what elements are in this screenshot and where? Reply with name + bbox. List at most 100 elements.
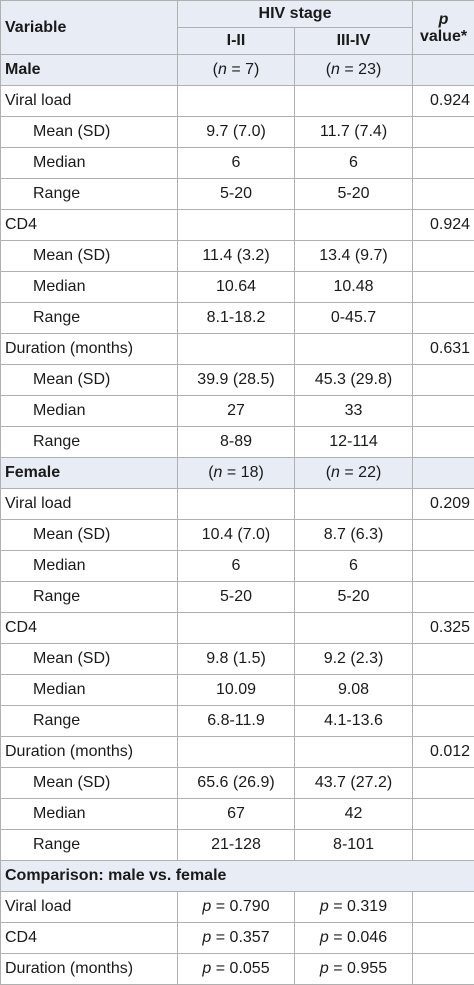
empty-cell [178,737,295,768]
stat-row: Mean (SD)10.4 (7.0)8.7 (6.3) [1,520,474,551]
stage-1-header: I-II [178,28,295,55]
stage-2-value: 12-114 [295,427,413,458]
comparison-p-value: 0.046 [347,929,387,946]
table-header: Variable HIV stage p value* I-II III-IV [1,1,474,55]
comparison-p-value: 0.055 [230,960,270,977]
empty-cell [178,489,295,520]
hiv-stage-header: HIV stage [178,1,413,28]
stage-2-value: 5-20 [295,179,413,210]
variable-label: Viral load [1,489,178,520]
variable-label: Viral load [1,86,178,117]
group-n-stage-1: (n = 18) [178,458,295,489]
stat-row: Mean (SD)65.6 (26.9)43.7 (27.2) [1,768,474,799]
stage-2-value: 4.1-13.6 [295,706,413,737]
p-value-header: p value* [413,1,474,55]
comparison-label: Viral load [1,892,178,923]
stage-2-value: 43.7 (27.2) [295,768,413,799]
empty-cell [413,644,474,675]
group-row: Female(n = 18)(n = 22) [1,458,474,489]
stage-2-value: 13.4 (9.7) [295,241,413,272]
stage-2-value: 8-101 [295,830,413,861]
empty-cell [413,768,474,799]
stat-label: Median [1,148,178,179]
comparison-p-stage-2: p = 0.046 [295,923,413,954]
stage-1-value: 9.7 (7.0) [178,117,295,148]
group-n-stage-1: (n = 7) [178,55,295,86]
stage-2-value: 9.2 (2.3) [295,644,413,675]
stage-2-header: III-IV [295,28,413,55]
empty-cell [413,582,474,613]
empty-cell [413,396,474,427]
stage-1-value: 5-20 [178,179,295,210]
variable-header: Variable [1,1,178,55]
stat-label: Range [1,830,178,861]
empty-cell [413,520,474,551]
p-symbol: p [439,11,449,28]
comparison-p-stage-2: p = 0.319 [295,892,413,923]
stat-label: Mean (SD) [1,117,178,148]
stat-label: Median [1,551,178,582]
comparison-label: Duration (months) [1,954,178,985]
stat-label: Mean (SD) [1,241,178,272]
stage-2-value: 10.48 [295,272,413,303]
empty-cell [413,458,474,489]
stage-2-value: 42 [295,799,413,830]
empty-cell [295,86,413,117]
stage-1-value: 10.64 [178,272,295,303]
stat-label: Mean (SD) [1,644,178,675]
stage-2-value: 45.3 (29.8) [295,365,413,396]
variable-label: Duration (months) [1,737,178,768]
stat-label: Range [1,179,178,210]
stage-2-value: 6 [295,148,413,179]
stat-row: Mean (SD)39.9 (28.5)45.3 (29.8) [1,365,474,396]
stat-row: Mean (SD)9.7 (7.0)11.7 (7.4) [1,117,474,148]
stage-2-value: 33 [295,396,413,427]
group-name: Female [1,458,178,489]
p-value-label: value* [420,28,467,45]
comparison-p-stage-1: p = 0.055 [178,954,295,985]
comparison-label: CD4 [1,923,178,954]
p-value: 0.924 [413,210,474,241]
stage-1-value: 10.4 (7.0) [178,520,295,551]
stage-2-value: 11.7 (7.4) [295,117,413,148]
empty-cell [413,954,474,985]
empty-cell [413,272,474,303]
p-value: 0.325 [413,613,474,644]
stage-2-value: 0-45.7 [295,303,413,334]
stat-label: Median [1,272,178,303]
p-value: 0.924 [413,86,474,117]
stat-row: Mean (SD)9.8 (1.5)9.2 (2.3) [1,644,474,675]
p-value: 0.631 [413,334,474,365]
stage-2-value: 6 [295,551,413,582]
empty-cell [413,706,474,737]
stat-label: Mean (SD) [1,768,178,799]
stage-1-value: 65.6 (26.9) [178,768,295,799]
empty-cell [413,303,474,334]
comparison-p-value: 0.955 [347,960,387,977]
stat-label: Range [1,427,178,458]
group-n-value: 18 [241,464,259,481]
comparison-p-stage-1: p = 0.790 [178,892,295,923]
p-value: 0.012 [413,737,474,768]
empty-cell [178,210,295,241]
stat-label: Median [1,396,178,427]
group-n-value: 7 [245,61,254,78]
empty-cell [413,241,474,272]
group-n-value: 23 [358,61,376,78]
empty-cell [295,489,413,520]
stage-1-value: 39.9 (28.5) [178,365,295,396]
variable-row: Duration (months) 0.012 [1,737,474,768]
